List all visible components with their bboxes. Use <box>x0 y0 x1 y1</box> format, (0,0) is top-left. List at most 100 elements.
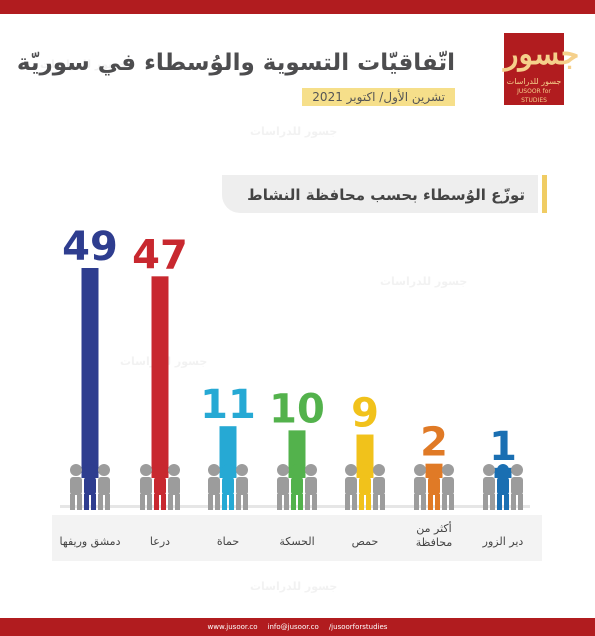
figure-left-3-leg-left <box>277 494 282 510</box>
figure-mediator-5-head <box>428 464 440 476</box>
figure-left-1-leg-right <box>147 494 152 510</box>
figure-right-5 <box>442 464 454 510</box>
figure-right-0-torso <box>98 477 110 495</box>
figure-left-3-leg-right <box>284 494 289 510</box>
figure-left-2-torso <box>208 477 220 495</box>
figure-right-1-torso <box>168 477 180 495</box>
figure-right-4-torso <box>373 477 385 495</box>
figure-left-3 <box>277 464 289 510</box>
value-label-3: 10 <box>269 386 325 432</box>
figure-left-0-leg-right <box>77 494 82 510</box>
bar-1 <box>151 276 169 478</box>
handshake-figures-1 <box>140 464 180 510</box>
figure-left-0-head <box>70 464 82 476</box>
figure-right-6-torso <box>511 477 523 495</box>
category-label-1: درعا <box>150 535 170 548</box>
figure-right-4-head <box>373 464 385 476</box>
figure-right-6-head <box>511 464 523 476</box>
brand-logo: جسور جسور للدراسات JUSOOR for STUDIES <box>504 33 579 105</box>
figure-right-2-torso <box>236 477 248 495</box>
figure-left-5-leg-right <box>421 494 426 510</box>
figure-right-3-leg-left <box>305 494 310 510</box>
figure-left-6 <box>483 464 495 510</box>
figure-right-1-head <box>168 464 180 476</box>
figure-left-0-leg-left <box>70 494 75 510</box>
figure-left-5-leg-left <box>414 494 419 510</box>
figure-left-5 <box>414 464 426 510</box>
figure-right-0-head <box>98 464 110 476</box>
figure-right-4-leg-right <box>380 494 385 510</box>
figure-right-1-leg-left <box>168 494 173 510</box>
handshake-figures-2 <box>208 464 248 510</box>
figure-right-0 <box>98 464 110 510</box>
figure-mediator-1-torso <box>154 477 166 495</box>
category-label-3: الحسكة <box>279 535 314 548</box>
figure-right-2-leg-left <box>236 494 241 510</box>
figure-left-1-head <box>140 464 152 476</box>
figure-left-0-torso <box>70 477 82 495</box>
watermark: جسور للدراسات <box>380 275 468 288</box>
figure-right-1-leg-right <box>175 494 180 510</box>
page-title: اتّفاقيّات التسوية والوُسطاء في سوريّة <box>16 50 455 76</box>
figure-mediator-2 <box>222 464 234 510</box>
figure-left-4 <box>345 464 357 510</box>
watermark: جسور للدراسات <box>250 580 338 593</box>
figure-left-0 <box>70 464 82 510</box>
figure-right-1 <box>168 464 180 510</box>
footer-website[interactable]: www.jusoor.co <box>207 623 258 631</box>
figure-left-4-head <box>345 464 357 476</box>
value-label-1: 47 <box>132 232 188 278</box>
figure-mediator-0-head <box>84 464 96 476</box>
figure-left-4-torso <box>345 477 357 495</box>
figure-right-0-leg-left <box>98 494 103 510</box>
figure-mediator-2-torso <box>222 477 234 495</box>
figure-mediator-5-leg-left <box>428 494 433 510</box>
category-label-2: حماة <box>217 535 239 548</box>
value-label-4: 9 <box>351 391 379 437</box>
logo-name-ar: جسور للدراسات <box>506 77 562 86</box>
value-label-5: 2 <box>420 420 448 466</box>
figure-left-2-leg-right <box>215 494 220 510</box>
bar-0 <box>81 268 99 478</box>
figure-mediator-6-head <box>497 464 509 476</box>
handshake-figures-3 <box>277 464 317 510</box>
figure-left-1-leg-left <box>140 494 145 510</box>
value-label-0: 49 <box>62 224 118 270</box>
figure-mediator-3-leg-left <box>291 494 296 510</box>
figure-right-2-leg-right <box>243 494 248 510</box>
figure-mediator-6 <box>497 464 509 510</box>
footer-bar: www.jusoor.co info@jusoor.co /jusoorfors… <box>0 618 595 636</box>
figure-right-5-head <box>442 464 454 476</box>
figure-left-4-leg-right <box>352 494 357 510</box>
category-label-line-5-1: محافظة <box>416 536 453 549</box>
footer-email[interactable]: info@jusoor.co <box>267 623 319 631</box>
figure-mediator-2-leg-right <box>229 494 234 510</box>
category-label-5: أكثر من محافظة <box>416 521 453 549</box>
figure-left-2-leg-left <box>208 494 213 510</box>
handshake-figures-6 <box>483 464 523 510</box>
figure-right-5-leg-left <box>442 494 447 510</box>
figure-right-0-leg-right <box>105 494 110 510</box>
category-strip <box>52 515 542 561</box>
watermark: جسور للدراسات <box>40 58 128 71</box>
figure-mediator-4-leg-left <box>359 494 364 510</box>
figure-left-6-torso <box>483 477 495 495</box>
figure-right-6 <box>511 464 523 510</box>
figure-right-2-head <box>236 464 248 476</box>
figure-mediator-6-torso <box>497 477 509 495</box>
figure-left-2 <box>208 464 220 510</box>
figure-mediator-2-head <box>222 464 234 476</box>
figure-left-1-torso <box>140 477 152 495</box>
category-label-line-5-0: أكثر من <box>416 521 451 535</box>
figure-right-2 <box>236 464 248 510</box>
watermark: جسور للدراسات <box>250 125 338 138</box>
figure-right-5-torso <box>442 477 454 495</box>
figure-mediator-1-leg-left <box>154 494 159 510</box>
figure-right-3 <box>305 464 317 510</box>
figure-mediator-4 <box>359 464 371 510</box>
figure-mediator-0-torso <box>84 477 96 495</box>
footer-social[interactable]: /jusoorforstudies <box>328 623 388 631</box>
bar-2 <box>219 426 237 478</box>
handshake-figures-0 <box>70 464 110 510</box>
figure-mediator-2-leg-left <box>222 494 227 510</box>
